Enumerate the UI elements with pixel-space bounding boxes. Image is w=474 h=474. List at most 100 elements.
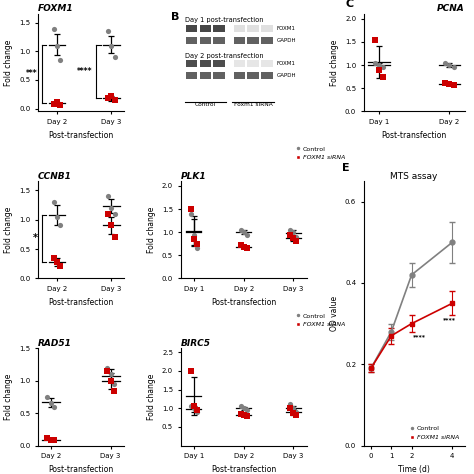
Text: CCNB1: CCNB1 bbox=[38, 172, 72, 181]
Point bbox=[237, 402, 245, 410]
Bar bbox=[247, 72, 259, 79]
Point bbox=[287, 231, 294, 238]
Point bbox=[50, 198, 57, 206]
Point bbox=[47, 436, 55, 444]
Text: ****: **** bbox=[443, 318, 456, 323]
Point bbox=[237, 241, 245, 249]
Text: ****: **** bbox=[413, 334, 426, 339]
Y-axis label: Fold change: Fold change bbox=[4, 207, 13, 253]
Bar bbox=[261, 26, 273, 32]
Point bbox=[53, 42, 61, 49]
Point bbox=[107, 371, 114, 378]
Point bbox=[240, 411, 247, 419]
Bar bbox=[213, 72, 225, 79]
Bar bbox=[200, 26, 211, 32]
Text: ****: **** bbox=[77, 67, 92, 76]
Point bbox=[187, 367, 195, 374]
Bar bbox=[213, 26, 225, 32]
Point bbox=[50, 100, 57, 108]
Point bbox=[243, 231, 250, 238]
Point bbox=[107, 377, 114, 384]
Point bbox=[193, 240, 201, 247]
Point bbox=[111, 210, 118, 218]
Point bbox=[111, 53, 118, 61]
Point bbox=[108, 204, 115, 211]
Point bbox=[111, 96, 118, 104]
Point bbox=[53, 98, 61, 105]
Point bbox=[446, 61, 453, 69]
Point bbox=[292, 237, 300, 244]
Text: GAPDH: GAPDH bbox=[276, 38, 296, 43]
Point bbox=[104, 27, 112, 35]
Text: Foxm1 siRNA: Foxm1 siRNA bbox=[234, 101, 273, 107]
Point bbox=[375, 66, 383, 73]
Point bbox=[371, 59, 379, 66]
Bar bbox=[186, 26, 197, 32]
Bar bbox=[247, 37, 259, 44]
Point bbox=[193, 408, 201, 416]
Point bbox=[441, 79, 449, 86]
Point bbox=[53, 213, 61, 220]
Point bbox=[240, 243, 247, 251]
Point bbox=[237, 226, 245, 234]
Point bbox=[104, 94, 112, 102]
Bar bbox=[261, 72, 273, 79]
Point bbox=[371, 36, 379, 44]
Point bbox=[446, 80, 453, 87]
Point bbox=[51, 403, 58, 410]
Text: C: C bbox=[346, 0, 354, 9]
Point bbox=[56, 56, 64, 64]
Text: *: * bbox=[33, 233, 38, 244]
Point bbox=[50, 254, 57, 262]
X-axis label: Post-transfection: Post-transfection bbox=[48, 298, 113, 307]
Point bbox=[290, 228, 297, 236]
Text: PLK1: PLK1 bbox=[181, 172, 206, 181]
X-axis label: Post-transfection: Post-transfection bbox=[48, 465, 113, 474]
Point bbox=[44, 434, 51, 442]
Bar bbox=[234, 60, 245, 67]
Point bbox=[240, 228, 247, 236]
Point bbox=[243, 406, 250, 414]
Text: FOXM1: FOXM1 bbox=[38, 4, 73, 13]
Point bbox=[190, 402, 198, 410]
Point bbox=[190, 236, 198, 243]
X-axis label: Post-transfection: Post-transfection bbox=[211, 465, 276, 474]
Text: FOXM1: FOXM1 bbox=[276, 61, 295, 66]
Point bbox=[108, 42, 115, 49]
Bar bbox=[247, 26, 259, 32]
Point bbox=[56, 101, 64, 109]
Y-axis label: Fold change: Fold change bbox=[147, 207, 156, 253]
Point bbox=[243, 413, 250, 420]
Legend: Control, FOXM1 siRNA: Control, FOXM1 siRNA bbox=[293, 144, 347, 163]
Point bbox=[104, 210, 112, 218]
Point bbox=[110, 387, 118, 394]
Text: FOXM1: FOXM1 bbox=[276, 26, 295, 31]
Bar bbox=[213, 37, 225, 44]
Point bbox=[108, 92, 115, 100]
Text: B: B bbox=[171, 12, 179, 22]
Bar bbox=[234, 37, 245, 44]
Point bbox=[111, 234, 118, 241]
Text: RAD51: RAD51 bbox=[38, 338, 72, 347]
Point bbox=[375, 61, 383, 69]
Point bbox=[290, 404, 297, 412]
Y-axis label: Fold change: Fold change bbox=[330, 40, 339, 86]
Bar bbox=[261, 37, 273, 44]
Text: BIRC5: BIRC5 bbox=[181, 338, 211, 347]
Point bbox=[56, 222, 64, 229]
Bar bbox=[261, 60, 273, 67]
Point bbox=[193, 245, 201, 252]
Bar bbox=[200, 60, 211, 67]
Point bbox=[104, 192, 112, 200]
Point bbox=[44, 393, 51, 401]
Bar bbox=[200, 72, 211, 79]
Point bbox=[450, 81, 457, 88]
Bar bbox=[234, 26, 245, 32]
Point bbox=[287, 401, 294, 408]
Point bbox=[53, 258, 61, 266]
Point bbox=[110, 380, 118, 388]
Bar bbox=[234, 72, 245, 79]
Bar bbox=[200, 37, 211, 44]
Point bbox=[292, 411, 300, 419]
Text: Control: Control bbox=[195, 101, 216, 107]
